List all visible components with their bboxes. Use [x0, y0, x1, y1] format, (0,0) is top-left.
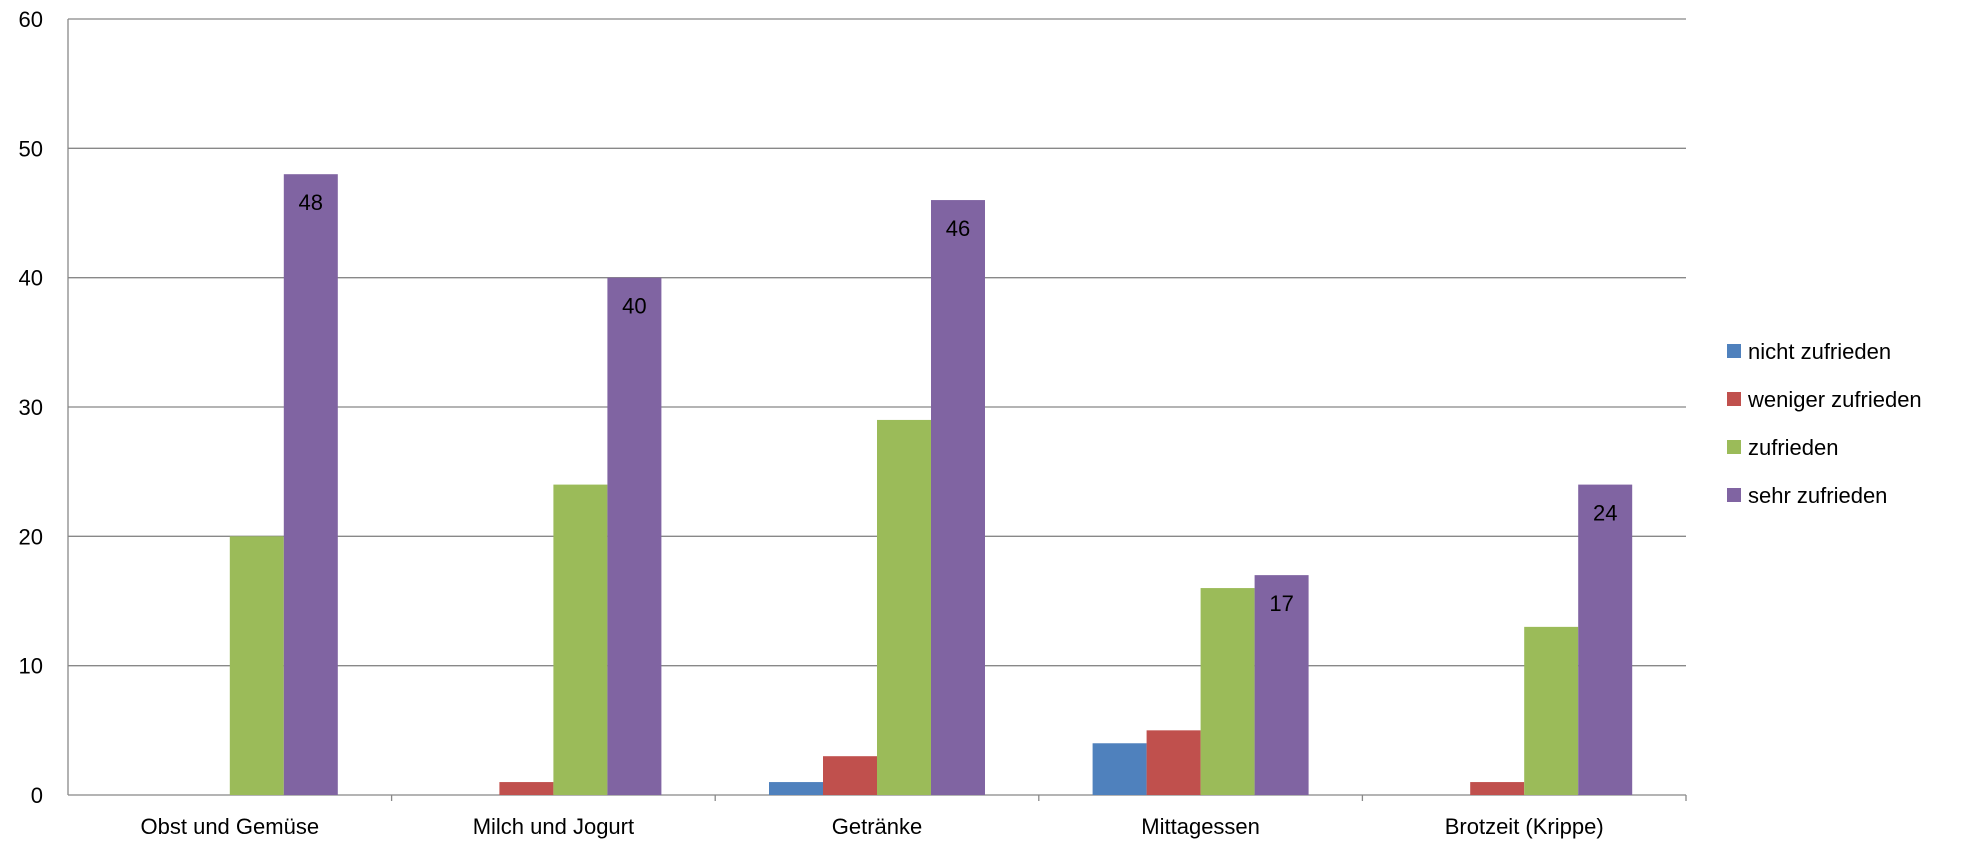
bar-weniger-zufrieden	[499, 782, 554, 795]
y-tick-label: 20	[19, 524, 43, 549]
legend-swatch	[1727, 344, 1741, 358]
bar-weniger-zufrieden	[1146, 730, 1201, 795]
x-category-label: Milch und Jogurt	[473, 814, 634, 839]
x-category-label: Brotzeit (Krippe)	[1445, 814, 1604, 839]
bar-zufrieden	[1524, 626, 1579, 795]
bar-zufrieden	[553, 484, 608, 795]
x-category-label: Obst und Gemüse	[141, 814, 320, 839]
legend-label: nicht zufrieden	[1748, 339, 1891, 364]
bar-zufrieden	[877, 419, 931, 795]
y-tick-label: 0	[31, 783, 43, 808]
bar-data-label: 46	[946, 216, 970, 241]
y-tick-label: 30	[19, 395, 43, 420]
bar-nicht-zufrieden	[1092, 743, 1147, 795]
x-category-label: Getränke	[832, 814, 923, 839]
y-tick-label: 10	[19, 654, 43, 679]
bar-zufrieden	[229, 536, 284, 795]
legend-label: sehr zufrieden	[1748, 483, 1887, 508]
y-tick-label: 60	[19, 7, 43, 32]
bar-data-label: 24	[1593, 501, 1617, 526]
legend-swatch	[1727, 440, 1741, 454]
bar-sehr-zufrieden	[1578, 484, 1633, 795]
bar-sehr-zufrieden	[1254, 575, 1309, 795]
legend-swatch	[1727, 488, 1741, 502]
bar-weniger-zufrieden	[1470, 782, 1525, 795]
bar-data-label: 17	[1269, 591, 1293, 616]
bar-weniger-zufrieden	[823, 756, 877, 795]
legend-label: weniger zufrieden	[1747, 387, 1922, 412]
bar-nicht-zufrieden	[769, 782, 823, 795]
bars	[229, 174, 1633, 796]
legend: nicht zufrieden weniger zufrieden zufriede…	[1727, 339, 1922, 508]
legend-label: zufrieden	[1748, 435, 1839, 460]
data-labels: 48 40 46 17 24	[299, 190, 1618, 616]
y-tick-label: 50	[19, 136, 43, 161]
bar-sehr-zufrieden	[607, 277, 662, 796]
bar-sehr-zufrieden	[283, 174, 338, 795]
bar-zufrieden	[1200, 588, 1255, 795]
axes: 0 10 20 30 40 50 60 Obst und Gemüse Milch und Jo…	[19, 7, 1687, 839]
legend-swatch	[1727, 392, 1741, 406]
bar-sehr-zufrieden	[931, 200, 985, 796]
bar-data-label: 48	[299, 190, 323, 215]
y-tick-label: 40	[19, 266, 43, 291]
bar-data-label: 40	[622, 294, 646, 319]
x-category-label: Mittagessen	[1141, 814, 1260, 839]
